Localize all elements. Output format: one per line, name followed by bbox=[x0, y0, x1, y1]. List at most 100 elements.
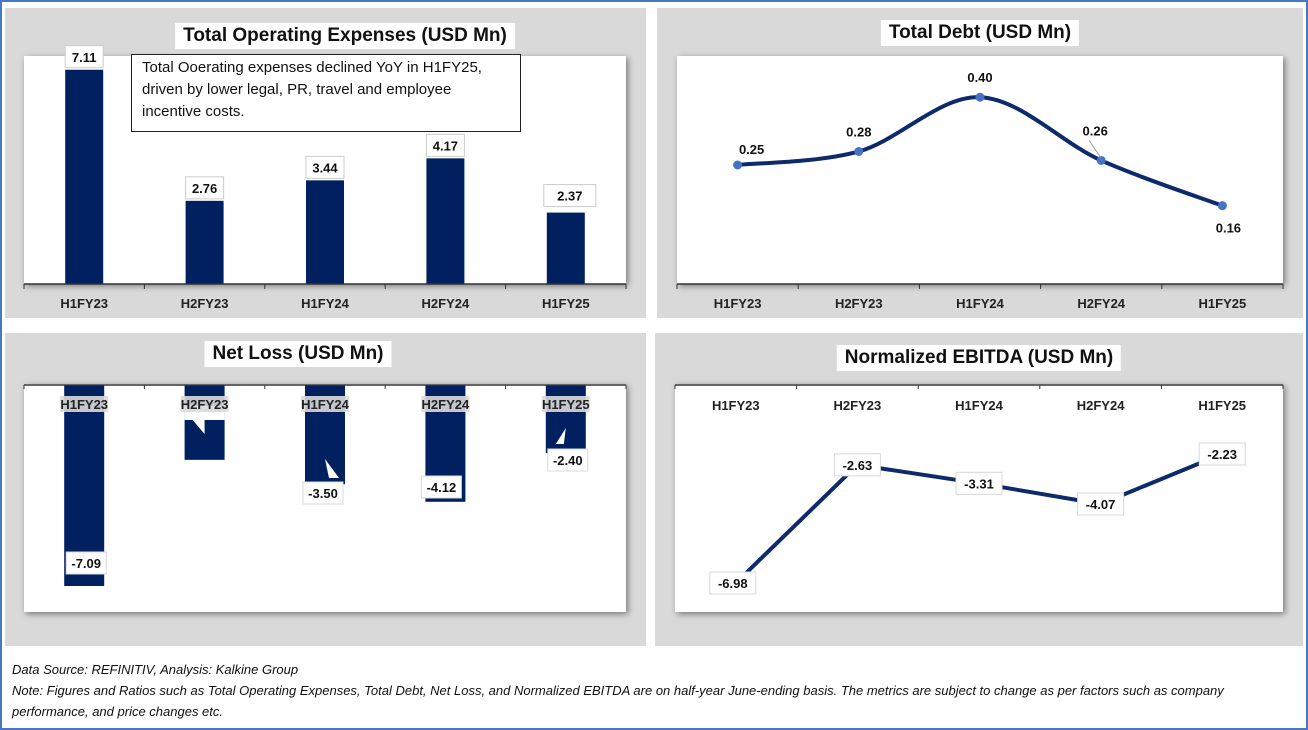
ebitda-data-label: -2.63 bbox=[843, 458, 873, 473]
debt-chart-title: Total Debt (USD Mn) bbox=[880, 20, 1080, 46]
debt-data-label-group: 0.40 bbox=[967, 70, 992, 85]
opex-x-tick-label: H2FY24 bbox=[422, 296, 470, 311]
netloss-x-tick-label: H2FY24 bbox=[422, 397, 470, 412]
netloss-x-tick-label-bg bbox=[541, 396, 590, 412]
ebitda-data-label-group: -4.07 bbox=[1077, 492, 1125, 516]
netloss-callout-pointer bbox=[192, 420, 205, 434]
debt-leader-line bbox=[1088, 140, 1102, 159]
debt-data-label-group: 0.28 bbox=[846, 124, 871, 139]
ebitda-data-label: -6.98 bbox=[718, 576, 748, 591]
netloss-x-tick-label-bg bbox=[301, 396, 349, 412]
opex-bar bbox=[65, 69, 104, 284]
debt-data-label: 0.40 bbox=[967, 70, 992, 85]
debt-data-label: 0.28 bbox=[846, 124, 871, 139]
ebitda-plot-area bbox=[675, 384, 1283, 612]
ebitda-chart-title: Normalized EBITDA (USD Mn) bbox=[836, 345, 1122, 371]
ebitda-data-label-group: -3.31 bbox=[955, 471, 1003, 495]
opex-data-label-box bbox=[425, 133, 465, 157]
ebitda-data-label-box bbox=[1077, 492, 1125, 516]
netloss-x-tick-label: H1FY24 bbox=[301, 397, 349, 412]
debt-data-point bbox=[854, 146, 864, 156]
debt-data-point bbox=[975, 92, 985, 102]
netloss-data-label: -4.12 bbox=[427, 480, 457, 495]
ebitda-data-label-group: -2.23 bbox=[1198, 442, 1246, 466]
opex-x-tick-label: H1FY23 bbox=[60, 296, 108, 311]
netloss-chart-title: Net Loss (USD Mn) bbox=[204, 341, 392, 367]
ebitda-data-label-box bbox=[833, 453, 881, 477]
opex-data-label-box bbox=[543, 184, 597, 208]
opex-data-label-group: 7.11 bbox=[64, 45, 104, 69]
netloss-data-label-box bbox=[420, 475, 462, 499]
opex-data-label: 2.37 bbox=[557, 189, 582, 204]
opex-data-label-group: 3.44 bbox=[305, 155, 345, 179]
opex-x-tick-label: H1FY25 bbox=[542, 296, 590, 311]
ebitda-x-tick-label: H1FY24 bbox=[955, 398, 1003, 413]
opex-data-label-box bbox=[64, 45, 104, 69]
debt-data-label: 0.26 bbox=[1083, 123, 1108, 138]
ebitda-data-label-box bbox=[955, 471, 1003, 495]
netloss-x-tick-label-bg bbox=[60, 396, 109, 412]
netloss-x-tick-label-bg bbox=[180, 396, 229, 412]
netloss-data-label-group: -3.50 bbox=[302, 481, 344, 505]
ebitda-data-label: -4.07 bbox=[1086, 497, 1116, 512]
debt-data-label-group: 0.16 bbox=[1216, 221, 1241, 236]
debt-x-tick-label: H2FY23 bbox=[835, 296, 883, 311]
opex-bar bbox=[306, 180, 344, 284]
netloss-x-tick-label: H2FY23 bbox=[181, 397, 229, 412]
opex-annotation-box: Total Ooerating expenses declined YoY in… bbox=[131, 54, 521, 132]
debt-data-label: 0.16 bbox=[1216, 221, 1241, 236]
ebitda-data-label: -2.23 bbox=[1207, 447, 1237, 462]
ebitda-data-label-box bbox=[1198, 442, 1246, 466]
ebitda-data-label-group: -2.63 bbox=[833, 453, 881, 477]
netloss-x-tick-label: H1FY23 bbox=[60, 397, 108, 412]
ebitda-x-tick-label: H2FY23 bbox=[834, 398, 882, 413]
opex-data-label: 4.17 bbox=[433, 138, 458, 153]
netloss-data-label-box bbox=[547, 448, 589, 472]
opex-bar bbox=[185, 200, 224, 284]
debt-x-tick-label: H1FY24 bbox=[956, 296, 1004, 311]
netloss-data-label: -3.50 bbox=[308, 486, 338, 501]
netloss-callout-pointer bbox=[325, 459, 339, 478]
footer-notes: Data Source: REFINITIV, Analysis: Kalkin… bbox=[12, 659, 1292, 722]
opex-chart-title: Total Operating Expenses (USD Mn) bbox=[175, 23, 515, 49]
opex-x-tick-label: H2FY23 bbox=[181, 296, 229, 311]
opex-data-label-box bbox=[185, 176, 225, 200]
opex-x-tick-label: H1FY24 bbox=[301, 296, 349, 311]
debt-x-tick-label: H1FY23 bbox=[714, 296, 762, 311]
debt-data-label-group: 0.25 bbox=[739, 142, 764, 157]
opex-data-label: 7.11 bbox=[72, 50, 97, 65]
debt-data-point bbox=[1096, 155, 1106, 165]
netloss-data-label-box bbox=[302, 481, 344, 505]
netloss-data-label: -2.40 bbox=[553, 453, 583, 468]
netloss-data-label: -7.09 bbox=[71, 556, 101, 571]
netloss-callout-pointer bbox=[555, 428, 566, 444]
netloss-x-tick-label: H1FY25 bbox=[542, 397, 590, 412]
debt-x-tick-label: H1FY25 bbox=[1199, 296, 1247, 311]
netloss-data-label-group: -7.09 bbox=[65, 551, 107, 575]
opex-data-label-group: 2.76 bbox=[185, 176, 225, 200]
ebitda-x-tick-label: H1FY23 bbox=[712, 398, 760, 413]
debt-data-point bbox=[733, 160, 743, 170]
opex-data-label-box bbox=[305, 155, 345, 179]
debt-data-label-group: 0.26 bbox=[1083, 123, 1108, 138]
opex-data-label-group: 2.37 bbox=[543, 184, 597, 208]
opex-bar bbox=[546, 212, 585, 284]
debt-data-point bbox=[1217, 201, 1227, 211]
disclaimer-note-text: Note: Figures and Ratios such as Total O… bbox=[12, 683, 1224, 719]
opex-data-label: 2.76 bbox=[192, 181, 217, 196]
netloss-x-tick-label-bg bbox=[421, 396, 470, 412]
data-source-text: Data Source: REFINITIV, Analysis: Kalkin… bbox=[12, 662, 299, 677]
ebitda-data-label-box bbox=[709, 571, 757, 595]
netloss-data-label-box bbox=[65, 551, 107, 575]
netloss-data-label-group: -4.12 bbox=[420, 475, 462, 499]
ebitda-x-tick-label: H2FY24 bbox=[1077, 398, 1125, 413]
debt-data-label: 0.25 bbox=[739, 142, 764, 157]
debt-x-tick-label: H2FY24 bbox=[1077, 296, 1125, 311]
ebitda-data-label-group: -6.98 bbox=[709, 571, 757, 595]
ebitda-data-label: -3.31 bbox=[964, 476, 994, 491]
